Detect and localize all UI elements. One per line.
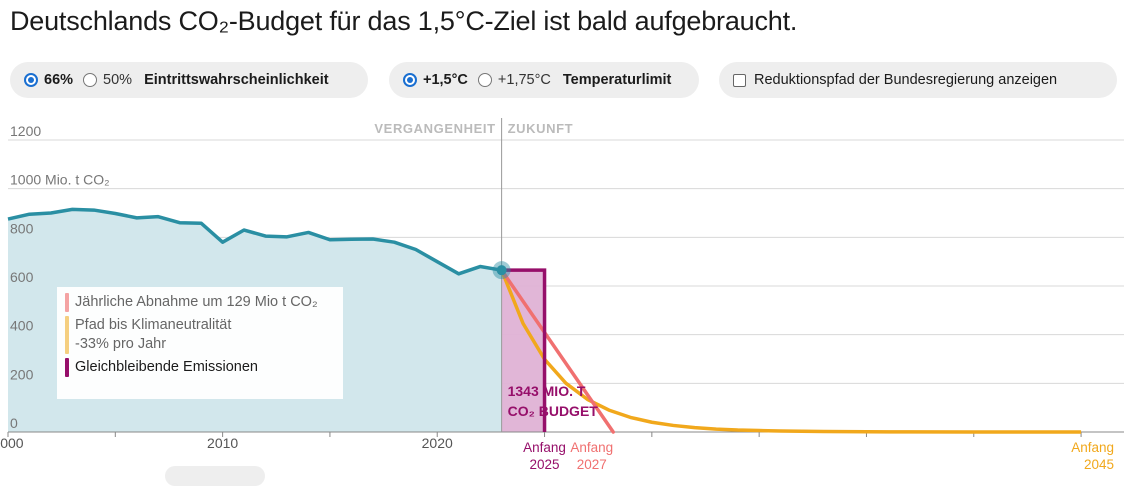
scroll-indicator[interactable] — [165, 466, 265, 486]
radio-option-1-75[interactable]: +1,75°C — [477, 72, 551, 88]
x-tick-label: 2010 — [207, 435, 238, 451]
legend-swatch-decline — [65, 293, 69, 312]
radio-selected-icon[interactable] — [403, 73, 417, 87]
radio-option-50[interactable]: 50% — [83, 72, 132, 88]
radio-label-50: 50% — [103, 72, 133, 88]
budget-label-line2: CO₂ BUDGET — [508, 403, 599, 419]
legend-item-decline: Jährliche Abnahme um 129 Mio t CO₂ — [65, 293, 335, 312]
temperature-label: Temperaturlimit — [562, 72, 672, 88]
y-tick-label: 400 — [10, 318, 34, 334]
end-marker-label-line2: 2027 — [577, 457, 607, 472]
y-tick-label: 200 — [10, 366, 34, 382]
radio-selected-icon[interactable] — [24, 73, 38, 87]
legend-label-neutral-line1: Pfad bis Klimaneutralität — [75, 317, 232, 333]
legend-label-constant: Gleichbleibende Emissionen — [75, 359, 258, 375]
radio-option-66[interactable]: 66% — [24, 72, 73, 88]
y-tick-label: 600 — [10, 269, 34, 285]
current-point-marker — [496, 265, 507, 276]
budget-label-line1: 1343 MIO. T — [508, 383, 586, 399]
history-line — [7, 207, 502, 276]
legend-label-neutral-line2: -33% pro Jahr — [75, 336, 167, 352]
radio-unselected-icon[interactable] — [83, 73, 98, 87]
legend-label-decline: Jährliche Abnahme um 129 Mio t CO₂ — [75, 294, 318, 310]
end-marker-label-line1: Anfang — [570, 440, 613, 455]
probability-label: Eintrittswahrscheinlichkeit — [144, 72, 329, 88]
legend-swatch-neutral — [65, 316, 69, 354]
end-marker-label-line2: 2025 — [530, 457, 560, 472]
page-title: Deutschlands CO₂-Budget für das 1,5°C-Zi… — [10, 6, 798, 36]
era-label-past: VERGANGENHEIT — [374, 121, 495, 136]
checkbox-icon[interactable] — [733, 73, 746, 87]
reduction-path-toggle[interactable]: Reduktionspfad der Bundesregierung anzei… — [719, 62, 1117, 98]
radio-label-1-5: +1,5°C — [423, 72, 468, 88]
radio-label-66: 66% — [44, 72, 74, 88]
radio-label-1-75: +1,75°C — [497, 72, 551, 88]
end-marker-label-line1: Anfang — [1071, 440, 1114, 455]
y-tick-label: 0 — [10, 415, 18, 431]
y-tick-label: 800 — [10, 220, 34, 236]
legend-label-neutral: Pfad bis Klimaneutralität -33% pro Jahr — [75, 316, 231, 354]
radio-unselected-icon[interactable] — [477, 73, 492, 87]
legend-item-constant: Gleichbleibende Emissionen — [65, 358, 335, 377]
end-marker-label-line1: Anfang — [523, 440, 566, 455]
probability-control: 66% 50% Eintrittswahrscheinlichkeit — [10, 62, 368, 98]
era-label-future: ZUKUNFT — [508, 121, 574, 136]
y-tick-label: 1200 — [10, 123, 41, 139]
legend-item-neutral: Pfad bis Klimaneutralität -33% pro Jahr — [65, 316, 335, 354]
legend-swatch-constant — [65, 358, 69, 377]
constant-emissions-line — [501, 268, 547, 432]
x-tick-label: 2020 — [422, 435, 453, 451]
radio-option-1-5[interactable]: +1,5°C — [403, 72, 468, 88]
y-tick-label: 1000 Mio. t CO₂ — [10, 172, 110, 188]
end-marker-label-line2: 2045 — [1084, 457, 1114, 472]
temperature-control: +1,5°C +1,75°C Temperaturlimit — [389, 62, 699, 98]
reduction-path-label: Reduktionspfad der Bundesregierung anzei… — [754, 72, 1058, 88]
decline-path-line — [499, 268, 615, 434]
chart-legend: Jährliche Abnahme um 129 Mio t CO₂ Pfad … — [57, 287, 343, 399]
budget-area — [501, 270, 545, 432]
neutral-path-line — [499, 269, 1082, 434]
